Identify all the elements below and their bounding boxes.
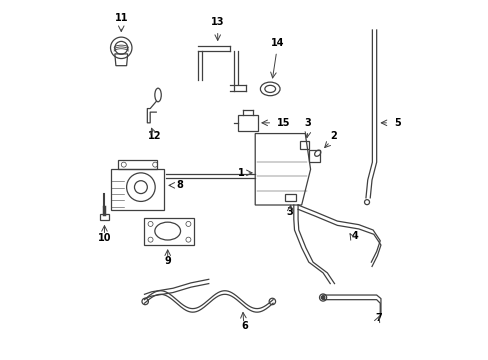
Circle shape (321, 296, 324, 299)
Bar (118, 160, 157, 169)
Text: 5: 5 (394, 118, 401, 128)
Text: 6: 6 (241, 321, 247, 331)
Text: 9: 9 (164, 256, 171, 266)
Bar (285, 194, 295, 201)
Bar (238, 115, 258, 131)
Text: 8: 8 (176, 180, 183, 190)
Bar (110, 169, 164, 210)
Text: 3: 3 (286, 207, 293, 217)
Text: 7: 7 (374, 313, 381, 323)
Text: 10: 10 (98, 233, 111, 243)
Text: 12: 12 (147, 131, 161, 141)
Bar (308, 150, 319, 162)
Text: 15: 15 (276, 118, 289, 128)
Text: 13: 13 (210, 17, 224, 27)
Text: 2: 2 (330, 131, 337, 141)
Text: 11: 11 (114, 13, 128, 23)
Bar (100, 214, 109, 220)
Text: 1: 1 (237, 168, 244, 178)
Text: 14: 14 (270, 38, 284, 48)
Text: 4: 4 (351, 231, 358, 241)
Bar (300, 141, 308, 149)
Text: 3: 3 (304, 118, 310, 129)
